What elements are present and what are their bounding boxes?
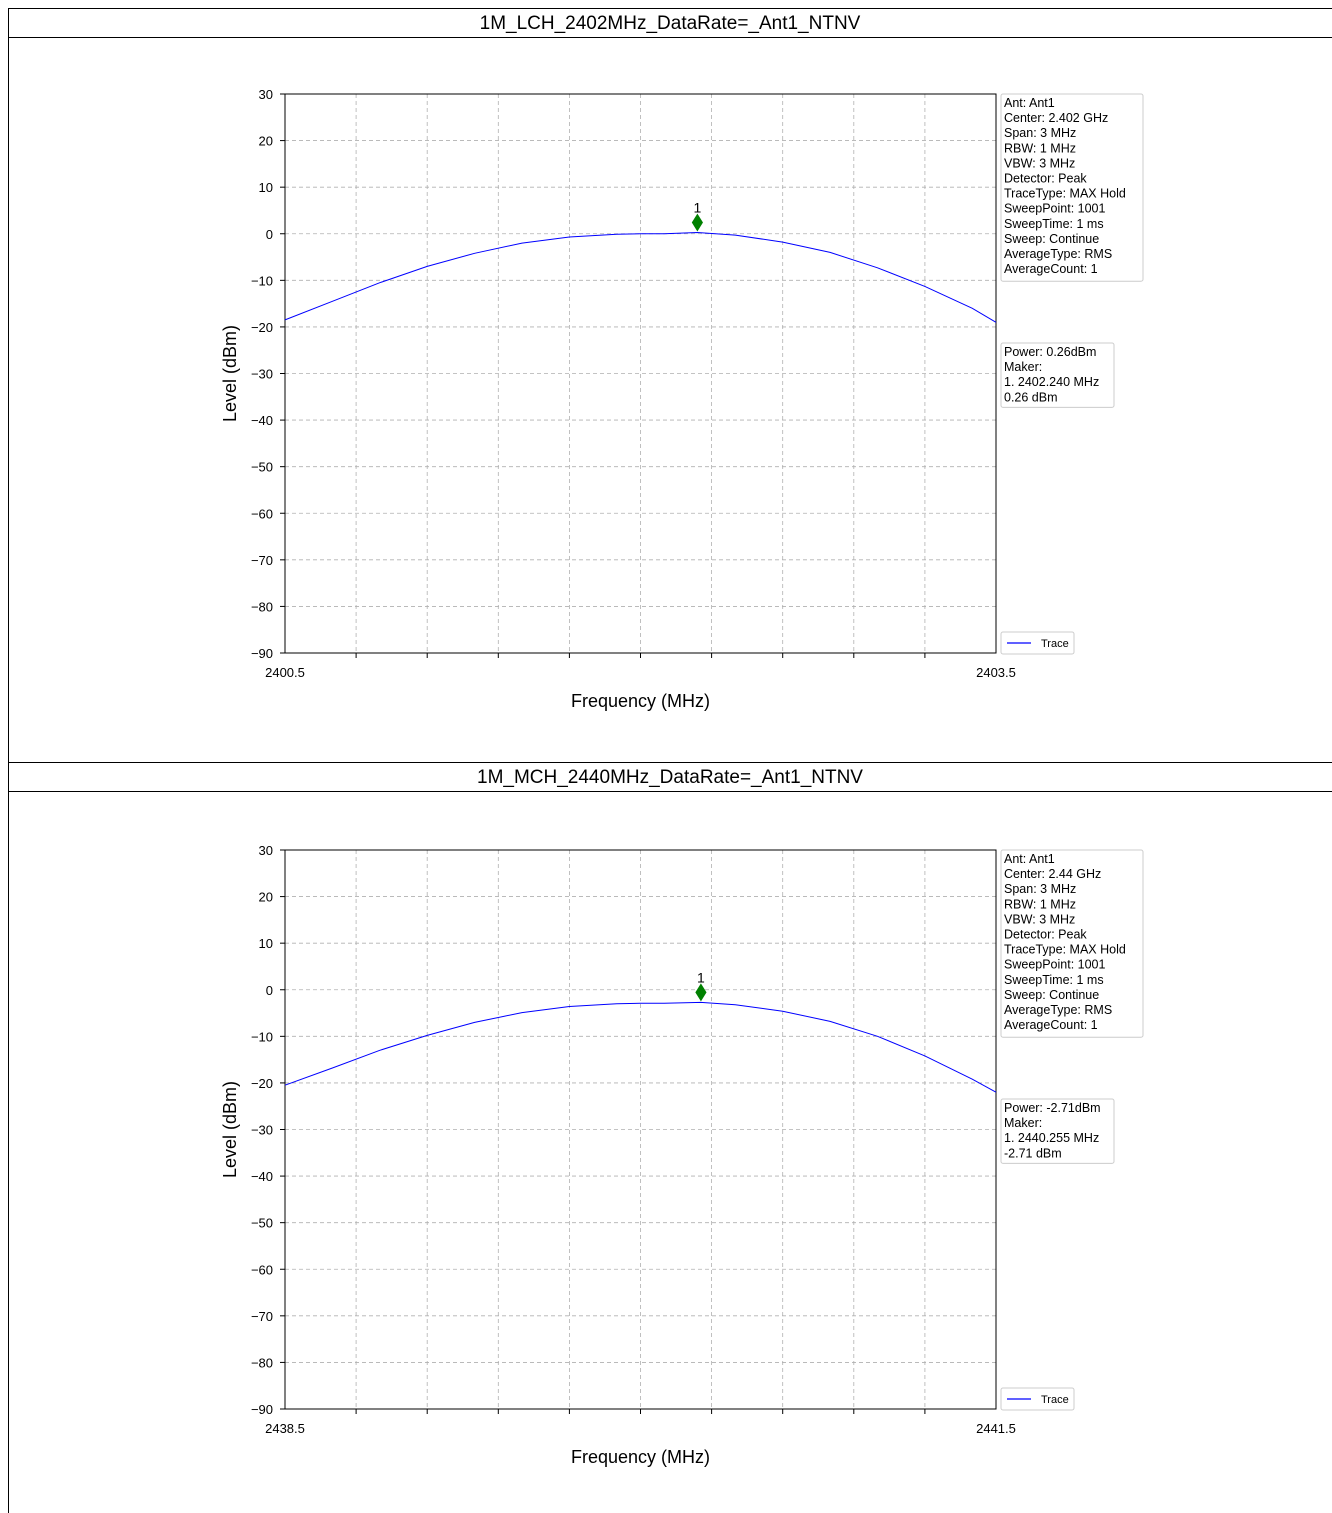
y-tick-label: −20 <box>251 1076 273 1091</box>
y-tick-label: 20 <box>259 134 273 149</box>
y-tick-label: 30 <box>259 87 273 102</box>
settings-legend-line: VBW: 3 MHz <box>1004 156 1075 170</box>
y-tick-label: −40 <box>251 413 273 428</box>
y-axis-label: Level (dBm) <box>220 1081 240 1178</box>
trace-legend-label: Trace <box>1041 638 1069 650</box>
power-legend-line: -2.71 dBm <box>1004 1146 1062 1160</box>
settings-legend-line: AverageType: RMS <box>1004 247 1112 261</box>
y-tick-label: 30 <box>259 843 273 858</box>
trace-legend-box <box>1000 631 1075 655</box>
settings-legend-line: RBW: 1 MHz <box>1004 897 1076 911</box>
plot-frame <box>284 849 997 1410</box>
settings-legend-box <box>1000 849 1144 1038</box>
y-tick-label: −30 <box>251 367 273 382</box>
power-legend-line: 1. 2402.240 MHz <box>1004 375 1099 389</box>
y-tick-label: −80 <box>251 599 273 614</box>
power-legend-line: Power: 0.26dBm <box>1004 345 1096 359</box>
settings-legend-line: TraceType: MAX Hold <box>1004 187 1126 201</box>
spectrum-chart-mch: 30 20 10 0 −10 −20 −30 −40 −50 −60 −70 −80 −90 2438.5… <box>220 843 1144 1467</box>
settings-legend-line: TraceType: MAX Hold <box>1004 943 1126 957</box>
settings-legend-line: Span: 3 MHz <box>1004 882 1076 896</box>
settings-legend-line: Sweep: Continue <box>1004 988 1099 1002</box>
y-tick-label: −50 <box>251 1216 273 1231</box>
peak-marker-label: 1 <box>693 200 701 216</box>
y-tick-label: −70 <box>251 553 273 568</box>
plot-frame <box>284 93 997 654</box>
settings-legend-line: SweepTime: 1 ms <box>1004 973 1104 987</box>
settings-legend-line: Detector: Peak <box>1004 928 1087 942</box>
x-tick-label: 2438.5 <box>265 1421 305 1436</box>
settings-legend-line: VBW: 3 MHz <box>1004 912 1075 926</box>
power-legend-line: 1. 2440.255 MHz <box>1004 1131 1099 1145</box>
peak-marker-label: 1 <box>697 969 705 985</box>
settings-legend-line: Center: 2.44 GHz <box>1004 867 1101 881</box>
y-tick-label: −90 <box>251 1402 273 1417</box>
y-tick-label: −60 <box>251 506 273 521</box>
settings-legend-line: Sweep: Continue <box>1004 232 1099 246</box>
trace-legend-box <box>1000 1387 1075 1411</box>
y-tick-label: −30 <box>251 1123 273 1138</box>
settings-legend-line: SweepPoint: 1001 <box>1004 202 1106 216</box>
table-border-left <box>8 8 9 762</box>
power-legend-box <box>1000 1098 1115 1164</box>
table-border-left <box>8 762 9 1513</box>
power-legend-line: Maker: <box>1004 1116 1042 1130</box>
y-tick-label: 10 <box>259 180 273 195</box>
y-tick-label: 10 <box>259 936 273 951</box>
x-tick-label: 2403.5 <box>976 665 1016 680</box>
peak-marker-icon <box>695 983 707 1002</box>
y-tick-label: −90 <box>251 646 273 661</box>
settings-legend-line: Ant: Ant1 <box>1004 96 1055 110</box>
settings-legend-line: Detector: Peak <box>1004 172 1087 186</box>
power-legend-line: Power: -2.71dBm <box>1004 1101 1101 1115</box>
y-tick-label: 20 <box>259 890 273 905</box>
x-axis-label: Frequency (MHz) <box>571 1447 710 1467</box>
settings-legend-line: AverageCount: 1 <box>1004 1018 1098 1032</box>
section-title-bar: 1M_LCH_2402MHz_DataRate=_Ant1_NTNV <box>8 8 1332 38</box>
trace-legend-label: Trace <box>1041 1394 1069 1406</box>
y-tick-label: −70 <box>251 1309 273 1324</box>
power-legend-box <box>1000 342 1115 408</box>
settings-legend-line: AverageCount: 1 <box>1004 262 1098 276</box>
y-tick-label: −50 <box>251 460 273 475</box>
chart-section-mch: 1M_MCH_2440MHz_DataRate=_Ant1_NTNV 30 20 1… <box>0 756 1332 1513</box>
x-axis-label: Frequency (MHz) <box>571 691 710 711</box>
trace-line <box>284 1001 997 1093</box>
settings-legend-line: Span: 3 MHz <box>1004 126 1076 140</box>
settings-legend-line: Ant: Ant1 <box>1004 852 1055 866</box>
section-title: 1M_LCH_2402MHz_DataRate=_Ant1_NTNV <box>479 13 861 34</box>
y-tick-label: 0 <box>266 227 273 242</box>
x-tick-label: 2400.5 <box>265 665 305 680</box>
section-title-bar: 1M_MCH_2440MHz_DataRate=_Ant1_NTNV <box>8 762 1332 792</box>
trace-line <box>284 231 997 323</box>
power-legend-line: Maker: <box>1004 360 1042 374</box>
section-title: 1M_MCH_2440MHz_DataRate=_Ant1_NTNV <box>477 767 863 788</box>
power-legend-line: 0.26 dBm <box>1004 390 1058 404</box>
settings-legend-line: RBW: 1 MHz <box>1004 141 1076 155</box>
y-tick-label: −80 <box>251 1355 273 1370</box>
chart-section-lch: 1M_LCH_2402MHz_DataRate=_Ant1_NTNV 30 20 1… <box>0 0 1332 762</box>
peak-marker-icon <box>691 213 703 232</box>
settings-legend-box <box>1000 93 1144 282</box>
y-tick-label: −10 <box>251 273 273 288</box>
y-axis-label: Level (dBm) <box>220 325 240 422</box>
y-tick-label: −10 <box>251 1029 273 1044</box>
y-tick-label: −40 <box>251 1169 273 1184</box>
settings-legend-line: AverageType: RMS <box>1004 1003 1112 1017</box>
settings-legend-line: SweepTime: 1 ms <box>1004 217 1104 231</box>
y-tick-label: −20 <box>251 320 273 335</box>
y-tick-label: −60 <box>251 1262 273 1277</box>
x-tick-label: 2441.5 <box>976 1421 1016 1436</box>
spectrum-chart-lch: 30 20 10 0 −10 −20 −30 −40 −50 −60 −70 −80 −90 2400.5… <box>220 87 1144 711</box>
settings-legend-line: Center: 2.402 GHz <box>1004 111 1108 125</box>
y-tick-label: 0 <box>266 983 273 998</box>
settings-legend-line: SweepPoint: 1001 <box>1004 958 1106 972</box>
